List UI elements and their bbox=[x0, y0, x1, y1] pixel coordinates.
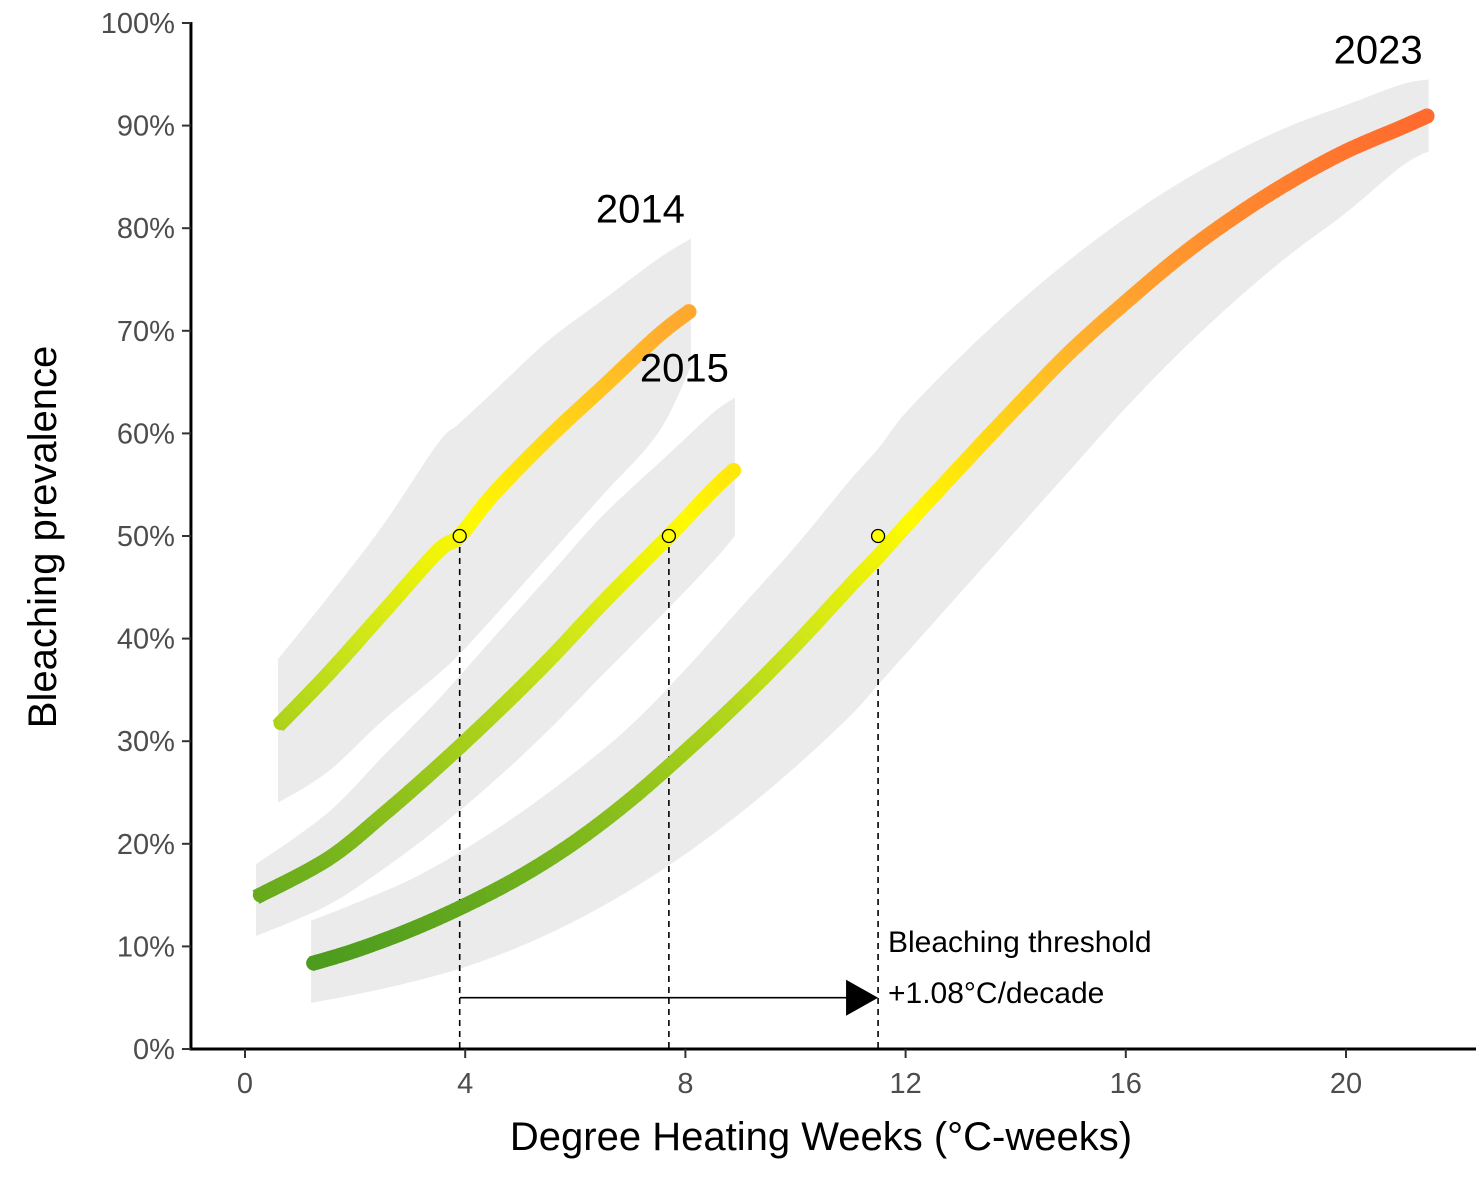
x-tick-label: 16 bbox=[1110, 1068, 1142, 1100]
x-tick-label: 20 bbox=[1330, 1068, 1362, 1100]
y-tick-label: 50% bbox=[117, 521, 175, 553]
x-tick-label: 4 bbox=[457, 1068, 473, 1100]
y-tick-label: 100% bbox=[101, 8, 175, 40]
band-2023 bbox=[311, 79, 1429, 1003]
line-segment-2023 bbox=[1417, 108, 1435, 125]
y-tick-label: 80% bbox=[117, 213, 175, 245]
y-tick-label: 70% bbox=[117, 316, 175, 348]
threshold-lines bbox=[458, 536, 879, 1049]
y-tick-label: 10% bbox=[117, 931, 175, 963]
threshold-point bbox=[661, 528, 677, 544]
threshold-point bbox=[452, 528, 467, 544]
axes: 0 4 8 12 16 20 0% 10% 20% 30% 40% 50% 60% 70% 80% 90% 10… bbox=[101, 8, 1476, 1100]
band-2014 bbox=[278, 238, 691, 803]
line-segment-2015 bbox=[724, 462, 742, 480]
x-tick-label: 0 bbox=[237, 1068, 253, 1100]
series-labels: 2014 2015 2023 bbox=[596, 28, 1423, 390]
band-2015 bbox=[256, 397, 735, 937]
series-label-2014: 2014 bbox=[596, 188, 685, 232]
x-tick-label: 8 bbox=[677, 1068, 693, 1100]
series-label-2015: 2015 bbox=[640, 347, 729, 391]
y-tick-label: 0% bbox=[133, 1034, 175, 1066]
annotation-bleaching-threshold: Bleaching threshold bbox=[888, 926, 1152, 959]
y-tick-label: 30% bbox=[117, 726, 175, 758]
y-tick-label: 90% bbox=[117, 111, 175, 143]
line-segment-2014 bbox=[679, 304, 697, 321]
confidence-bands bbox=[256, 79, 1429, 1003]
y-axis-title: Bleaching prevalence bbox=[21, 346, 65, 728]
series-label-2023: 2023 bbox=[1334, 28, 1423, 72]
line-2014 bbox=[272, 304, 697, 732]
x-axis-title: Degree Heating Weeks (°C-weeks) bbox=[510, 1115, 1132, 1159]
line-segment-2015 bbox=[728, 463, 741, 476]
line-2023 bbox=[306, 108, 1435, 972]
y-tick-label: 60% bbox=[117, 418, 175, 450]
y-tick-label: 20% bbox=[117, 829, 175, 861]
y-tick-label: 40% bbox=[117, 624, 175, 656]
line-2015 bbox=[252, 462, 742, 904]
threshold-point bbox=[870, 528, 886, 544]
threshold-points bbox=[452, 528, 886, 544]
arrow-head bbox=[846, 979, 879, 1016]
line-segment-2014 bbox=[684, 304, 696, 318]
annotation-warming-rate: +1.08°C/decade bbox=[888, 977, 1104, 1010]
x-tick-label: 12 bbox=[889, 1068, 921, 1100]
line-segment-2023 bbox=[1423, 108, 1432, 123]
series-lines bbox=[252, 108, 1435, 972]
threshold-arrow bbox=[459, 979, 879, 1016]
